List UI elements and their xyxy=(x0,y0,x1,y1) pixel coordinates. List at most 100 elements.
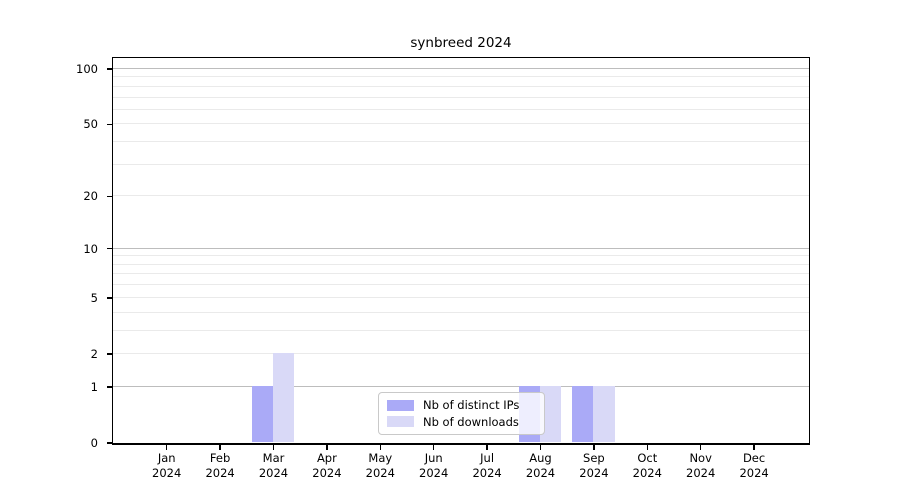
chart-title: synbreed 2024 xyxy=(410,35,512,51)
gridline-minor xyxy=(113,296,809,298)
bar-nb-of-downloads-sep xyxy=(593,386,615,443)
x-tick-year: 2024 xyxy=(525,465,556,480)
y-axis-tick xyxy=(106,247,112,250)
x-tick-year: 2024 xyxy=(472,465,502,480)
y-axis-tick-label: 100 xyxy=(76,62,98,77)
gridline-minor xyxy=(113,195,809,197)
x-tick-month: Jan xyxy=(157,451,176,465)
y-axis-tick xyxy=(106,297,112,299)
x-axis-tick-label-jun: Jun 2024 xyxy=(402,451,466,480)
gridline-minor xyxy=(113,263,809,265)
gridline-minor xyxy=(113,284,809,286)
x-tick-year: 2024 xyxy=(579,465,609,480)
y-axis-tick xyxy=(106,442,112,444)
gridline-minor xyxy=(113,85,809,87)
y-axis-tick-label: 20 xyxy=(83,189,98,204)
x-axis-tick xyxy=(646,445,649,450)
x-tick-month: Dec xyxy=(742,451,766,465)
gridline-minor xyxy=(113,311,809,313)
x-axis-tick-label-apr: Apr 2024 xyxy=(295,451,359,480)
x-axis-tick-label-may: May 2024 xyxy=(348,451,412,480)
gridline-minor xyxy=(113,273,809,275)
legend-swatch-distinct-ips-icon xyxy=(387,399,414,411)
gridline-major xyxy=(113,68,809,70)
bar-nb-of-distinct-ips-sep xyxy=(572,386,594,443)
gridline-major xyxy=(113,385,809,387)
x-axis-tick-label-aug: Aug 2024 xyxy=(509,451,573,480)
plot-area xyxy=(112,57,810,445)
x-tick-year: 2024 xyxy=(632,465,662,480)
x-axis-tick-label-mar: Mar 2024 xyxy=(242,451,306,480)
x-axis-tick xyxy=(165,445,168,450)
bar-nb-of-downloads-aug xyxy=(540,386,562,443)
x-tick-month: Mar xyxy=(262,451,285,465)
x-axis-tick-label-oct: Oct 2024 xyxy=(615,451,679,480)
x-axis-tick-label-nov: Nov 2024 xyxy=(669,451,733,480)
gridline-minor xyxy=(113,163,809,165)
x-axis-tick-label-feb: Feb 2024 xyxy=(188,451,252,480)
y-axis-tick xyxy=(106,353,112,355)
y-axis-tick xyxy=(106,386,112,388)
legend-item-distinct-ips: Nb of distinct IPs xyxy=(387,397,536,414)
legend: Nb of distinct IPs Nb of downloads xyxy=(378,392,545,435)
gridline-minor xyxy=(113,141,809,143)
gridline-minor xyxy=(113,96,809,98)
x-axis-tick xyxy=(219,445,221,450)
x-axis-tick xyxy=(272,445,275,450)
legend-item-downloads: Nb of downloads xyxy=(387,414,536,431)
y-axis-tick-label: 0 xyxy=(90,436,98,450)
x-axis-tick xyxy=(432,445,435,450)
x-axis-tick xyxy=(486,445,488,450)
x-tick-year: 2024 xyxy=(205,465,235,480)
x-tick-year: 2024 xyxy=(152,465,182,480)
x-tick-year: 2024 xyxy=(739,465,769,480)
x-axis-tick xyxy=(593,445,595,450)
x-tick-month: Feb xyxy=(209,451,231,465)
y-axis-tick xyxy=(106,123,112,126)
bars-layer xyxy=(113,58,809,443)
y-axis-tick-label: 5 xyxy=(90,290,98,305)
x-axis-tick-label-sep: Sep 2024 xyxy=(562,451,626,480)
x-tick-month: Apr xyxy=(316,451,337,465)
x-axis-tick-label-jul: Jul 2024 xyxy=(455,451,519,480)
y-axis-tick-label: 1 xyxy=(90,379,98,394)
bar-nb-of-downloads-mar xyxy=(273,353,295,443)
x-axis-tick xyxy=(379,445,382,450)
x-axis-tick xyxy=(539,445,542,450)
gridline-minor xyxy=(113,108,809,110)
gridline-minor xyxy=(113,352,809,354)
x-tick-month: Sep xyxy=(583,451,605,465)
x-axis-tick xyxy=(699,445,702,450)
x-axis-tick-label-jan: Jan 2024 xyxy=(135,451,199,480)
x-axis-tick xyxy=(753,445,755,450)
gridline-minor xyxy=(113,76,809,78)
legend-label-downloads: Nb of downloads xyxy=(423,414,519,429)
y-axis-tick-label: 10 xyxy=(83,241,98,256)
x-tick-month: Jul xyxy=(480,451,495,465)
bar-nb-of-distinct-ips-mar xyxy=(251,386,273,443)
y-axis-tick-label: 50 xyxy=(83,117,98,132)
x-tick-month: Jun xyxy=(424,451,443,465)
legend-swatch-downloads-icon xyxy=(387,416,414,428)
x-axis-tick-label-dec: Dec 2024 xyxy=(722,451,786,480)
x-tick-month: May xyxy=(368,451,393,465)
x-tick-month: Aug xyxy=(529,451,552,465)
x-tick-month: Oct xyxy=(637,451,658,465)
x-tick-year: 2024 xyxy=(312,465,342,480)
gridline-minor xyxy=(113,123,809,125)
gridline-minor xyxy=(113,255,809,257)
y-axis-tick xyxy=(106,68,112,70)
legend-label-distinct-ips: Nb of distinct IPs xyxy=(423,398,520,413)
gridlines-layer xyxy=(113,58,809,443)
x-axis-tick xyxy=(326,445,328,450)
gridline-major xyxy=(113,247,809,249)
x-tick-month: Nov xyxy=(689,451,712,465)
x-tick-year: 2024 xyxy=(258,465,289,480)
x-tick-year: 2024 xyxy=(686,465,716,480)
x-tick-year: 2024 xyxy=(419,465,449,480)
y-axis-tick-label: 2 xyxy=(90,346,98,361)
y-axis-tick xyxy=(106,195,112,198)
x-tick-year: 2024 xyxy=(365,465,395,480)
gridline-minor xyxy=(113,329,809,331)
